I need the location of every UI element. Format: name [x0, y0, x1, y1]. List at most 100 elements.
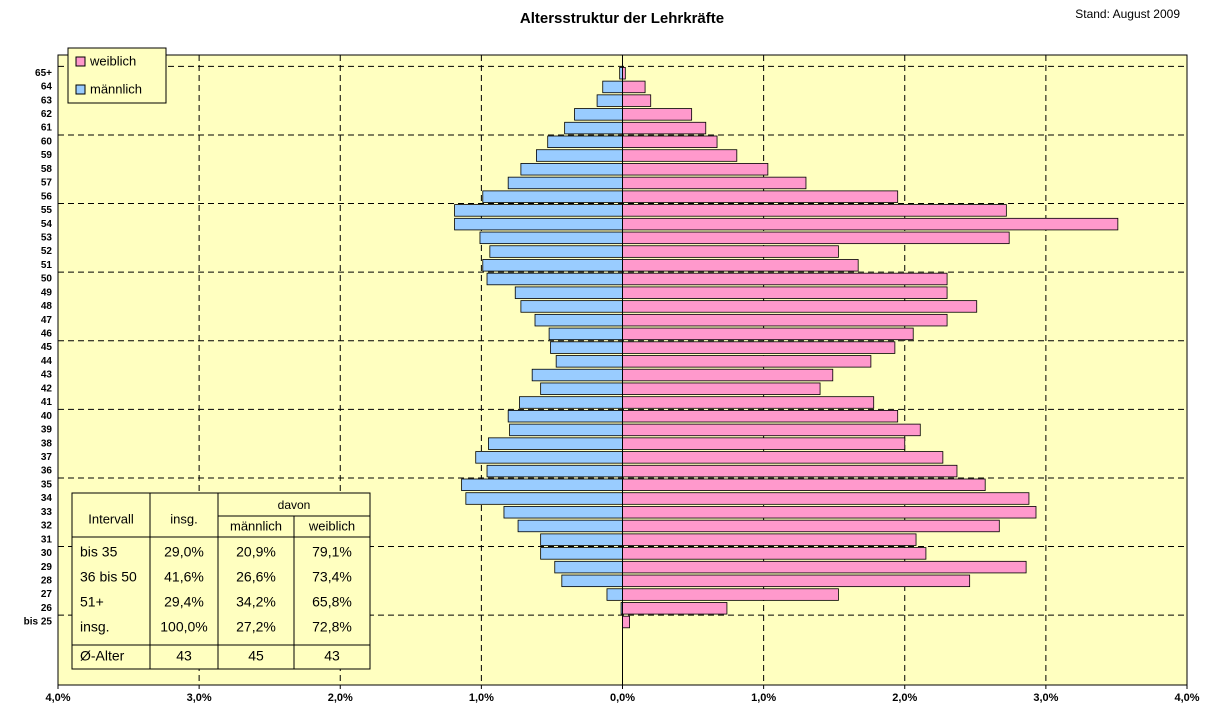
- y-tick-label: 45: [41, 342, 53, 353]
- bar: [622, 217, 1119, 231]
- bar: [489, 245, 623, 258]
- table-cell: insg.: [80, 619, 110, 635]
- table-cell: 65,8%: [312, 594, 352, 610]
- bar: [622, 327, 914, 341]
- bar: [622, 355, 872, 368]
- table-cell: 20,9%: [236, 544, 276, 560]
- bar: [622, 615, 630, 629]
- bar: [622, 506, 1037, 519]
- y-tick-label: 33: [41, 507, 53, 518]
- bar: [596, 94, 623, 107]
- table-cell: 100,0%: [160, 619, 207, 635]
- y-tick-label: 50: [41, 274, 53, 285]
- table-header: Intervall: [88, 511, 134, 526]
- bar: [602, 80, 623, 94]
- bar: [507, 176, 623, 190]
- table-header: weiblich: [308, 518, 355, 533]
- bar: [622, 451, 944, 464]
- y-tick-label: 37: [41, 452, 53, 463]
- bar: [475, 451, 623, 464]
- table-cell: 36 bis 50: [80, 569, 137, 585]
- chart-title: Altersstruktur der Lehrkräfte: [520, 10, 724, 27]
- y-tick-label: bis 25: [24, 617, 53, 628]
- y-tick-label: 64: [41, 82, 53, 93]
- y-tick-label: 28: [41, 575, 53, 586]
- table-cell: Ø-Alter: [80, 648, 125, 664]
- bar: [622, 588, 839, 601]
- bar: [519, 396, 623, 409]
- y-tick-label: 31: [41, 534, 53, 545]
- y-tick-label: 51: [41, 260, 53, 271]
- bar: [622, 231, 1010, 245]
- bar: [622, 272, 948, 286]
- bar: [622, 423, 921, 437]
- x-tick-label: 4,0%: [1174, 692, 1199, 704]
- table-border: [71, 492, 371, 670]
- bar: [554, 560, 623, 574]
- bar: [534, 313, 623, 327]
- bar: [622, 547, 927, 560]
- y-tick-label: 36: [41, 466, 53, 477]
- bar: [479, 231, 623, 245]
- y-tick-label: 62: [41, 109, 53, 120]
- bar: [561, 574, 623, 588]
- y-tick-label: 52: [41, 246, 53, 257]
- bar: [564, 121, 623, 135]
- bar: [622, 259, 859, 272]
- bar: [622, 464, 958, 478]
- table-cell: 45: [248, 648, 264, 664]
- bar: [540, 547, 623, 560]
- y-tick-label: 39: [41, 425, 53, 436]
- bar: [622, 135, 718, 149]
- bar: [517, 519, 623, 533]
- bar: [622, 560, 1027, 574]
- bar: [520, 300, 623, 313]
- bar: [622, 204, 1007, 217]
- bar: [503, 506, 623, 519]
- bar: [482, 190, 623, 203]
- bar: [482, 259, 623, 272]
- table-header: männlich: [230, 518, 282, 533]
- x-tick-label: 2,0%: [328, 692, 353, 704]
- bar: [622, 313, 948, 327]
- bar: [622, 533, 917, 546]
- y-tick-label: 57: [41, 178, 53, 189]
- bar: [454, 217, 623, 231]
- bar: [486, 464, 623, 478]
- y-tick-label: 49: [41, 287, 53, 298]
- y-tick-label: 46: [41, 329, 53, 340]
- legend-label: männlich: [90, 81, 142, 96]
- bar: [622, 382, 821, 395]
- table-cell: bis 35: [80, 544, 118, 560]
- bar: [488, 437, 623, 450]
- y-tick-label: 41: [41, 397, 53, 408]
- bar: [622, 409, 899, 423]
- bar: [622, 437, 906, 450]
- table-cell: 73,4%: [312, 569, 352, 585]
- bar: [540, 382, 623, 395]
- bar: [622, 368, 834, 382]
- bar: [622, 80, 646, 94]
- bar: [622, 492, 1030, 505]
- bar: [622, 574, 971, 588]
- bar: [454, 204, 623, 217]
- table-cell: 43: [176, 648, 192, 664]
- y-tick-label: 60: [41, 136, 53, 147]
- y-tick-label: 53: [41, 232, 53, 243]
- bar: [531, 368, 623, 382]
- bar: [536, 149, 623, 162]
- table-cell: 43: [324, 648, 340, 664]
- bar: [514, 286, 623, 299]
- bar: [509, 423, 623, 437]
- bar: [622, 190, 899, 203]
- table-header: insg.: [170, 511, 197, 526]
- y-tick-label: 48: [41, 301, 53, 312]
- bar: [622, 396, 875, 409]
- bar: [622, 245, 839, 258]
- y-tick-label: 30: [41, 548, 53, 559]
- summary-table: Intervall insg. davon männlich weiblich …: [71, 492, 371, 670]
- bar: [548, 327, 623, 341]
- y-tick-label: 61: [41, 123, 53, 134]
- table-cell: 34,2%: [236, 594, 276, 610]
- x-tick-label: 3,0%: [187, 692, 212, 704]
